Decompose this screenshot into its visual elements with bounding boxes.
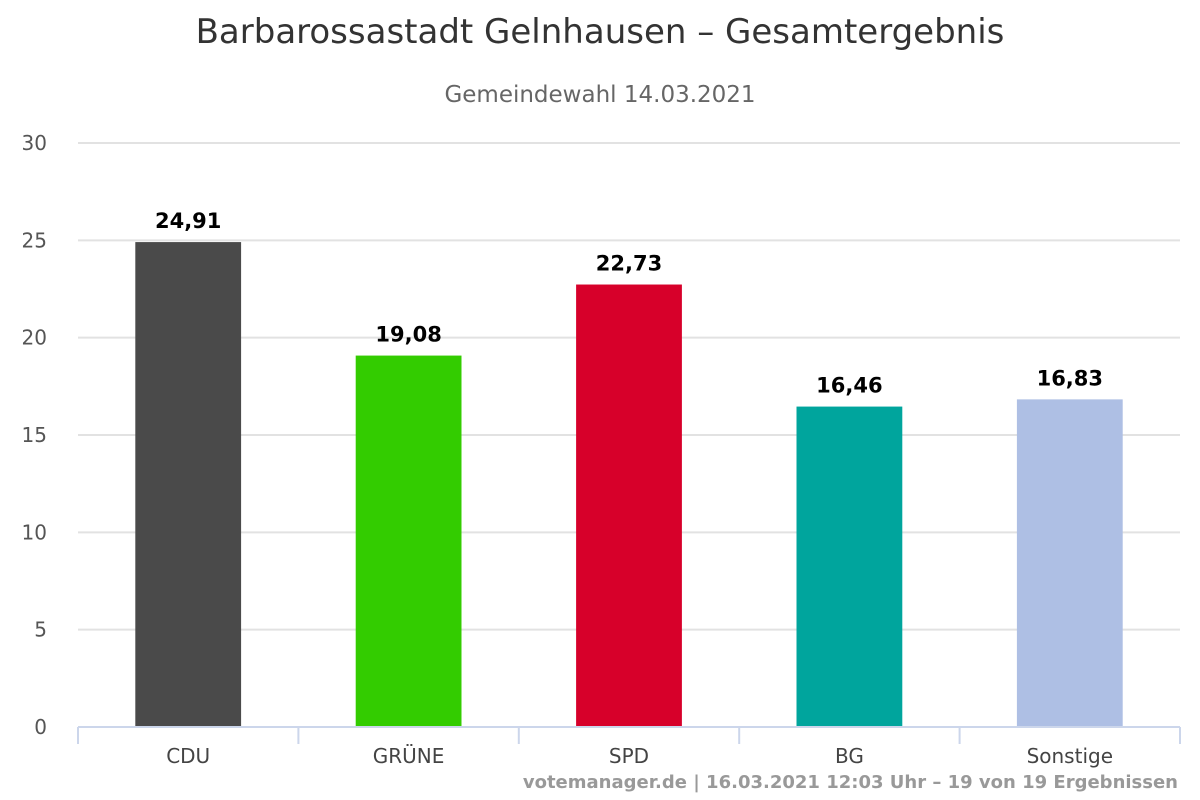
x-tick-label: SPD (609, 744, 649, 768)
x-tick-label: GRÜNE (373, 744, 445, 768)
data-label: 24,91 (155, 209, 221, 233)
data-label: 16,83 (1037, 366, 1103, 390)
y-axis-ticks: 0 5 10 15 20 25 30 (22, 131, 47, 739)
y-tick-label: 5 (34, 618, 47, 642)
bar-sonstige (1016, 399, 1123, 727)
x-tick-label: Sonstige (1027, 744, 1113, 768)
bar-spd (576, 284, 682, 727)
data-label: 16,46 (816, 374, 882, 398)
bar-cdu (135, 242, 242, 727)
x-tick-label: BG (835, 744, 864, 768)
chart-title: Barbarossastadt Gelnhausen – Gesamtergeb… (195, 12, 1005, 52)
y-tick-label: 30 (22, 131, 47, 155)
y-tick-label: 15 (22, 423, 47, 447)
y-tick-label: 20 (22, 326, 47, 350)
x-axis: CDU GRÜNE SPD BG Sonstige (77, 726, 1181, 768)
data-labels: 24,91 19,08 22,73 16,46 16,83 (155, 209, 1103, 397)
y-tick-label: 10 (22, 520, 47, 544)
y-tick-label: 25 (22, 228, 47, 252)
chart-subtitle: Gemeindewahl 14.03.2021 (444, 82, 756, 108)
bars (135, 242, 1123, 727)
y-tick-label: 0 (34, 715, 47, 739)
data-label: 19,08 (375, 323, 441, 347)
data-label: 22,73 (596, 252, 662, 276)
bar-grüne (355, 355, 462, 727)
bar-bg (796, 406, 903, 727)
x-tick-label: CDU (166, 744, 210, 768)
credits-text[interactable]: votemanager.de | 16.03.2021 12:03 Uhr – … (522, 772, 1178, 793)
